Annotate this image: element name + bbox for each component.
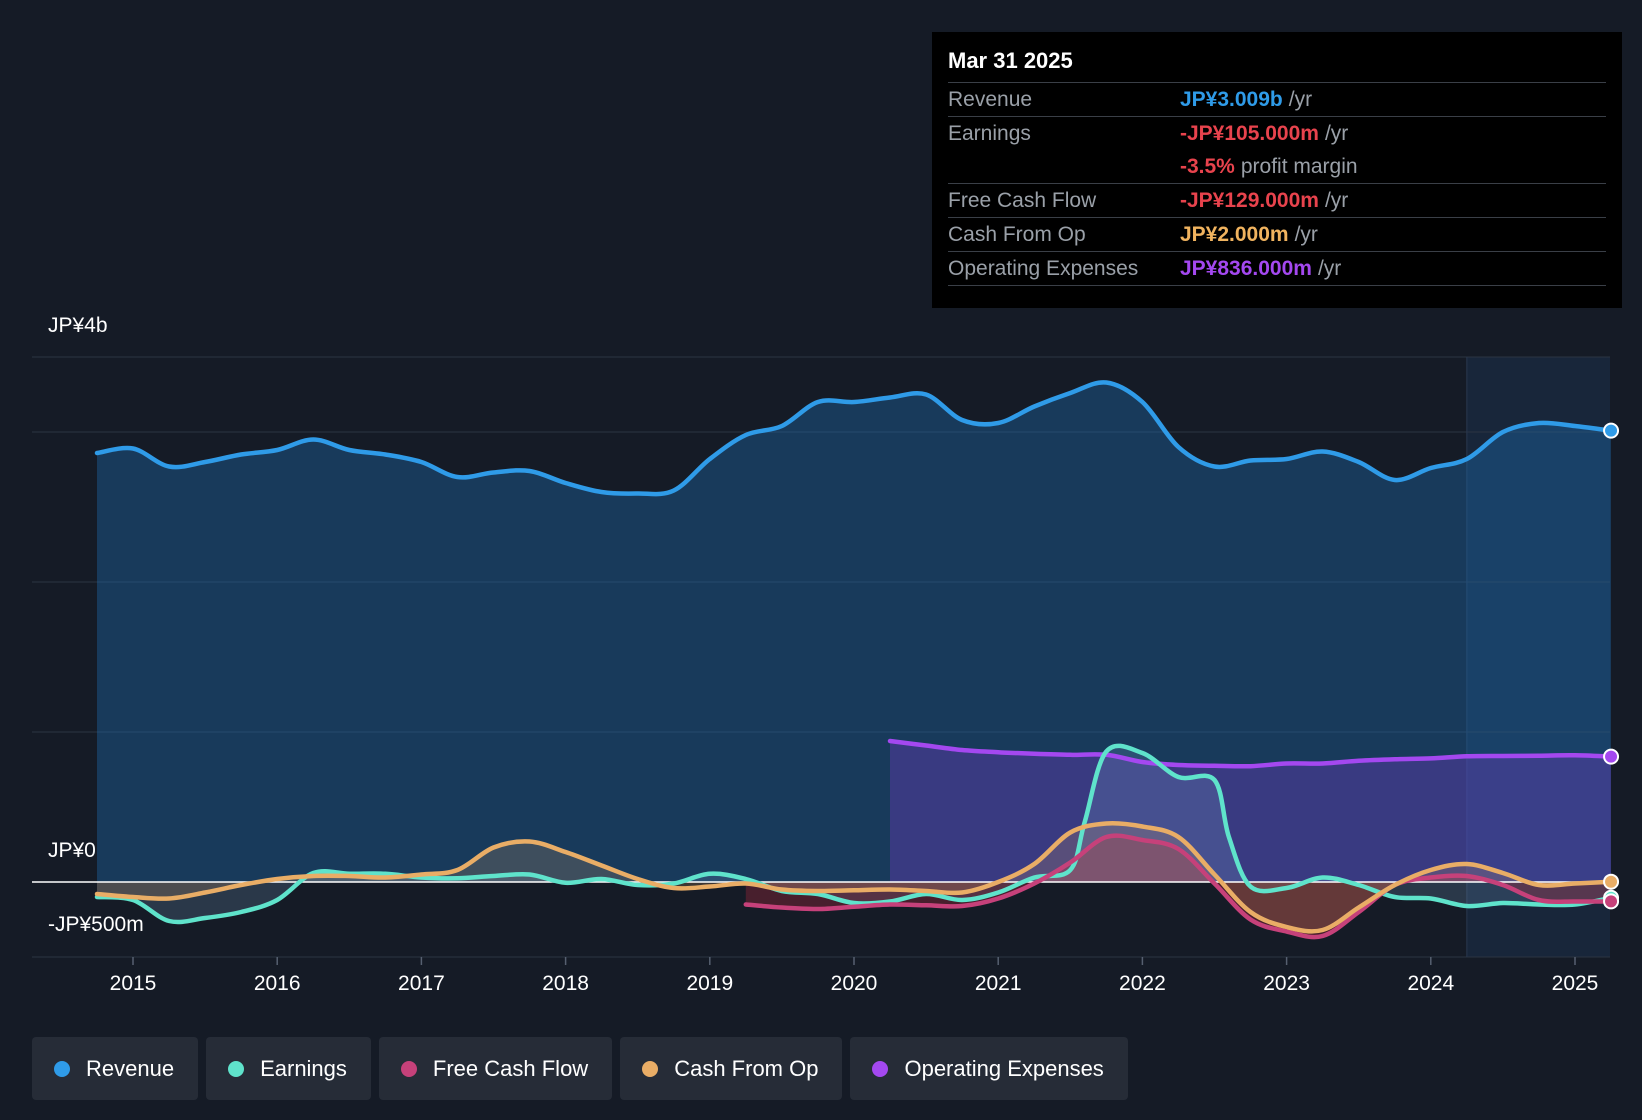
y-tick-label: JP¥0 xyxy=(48,839,96,862)
tooltip-label: Free Cash Flow xyxy=(948,188,1097,212)
legend-label: Operating Expenses xyxy=(904,1055,1104,1081)
tooltip-value: JP¥836.000m xyxy=(1180,256,1312,280)
tooltip-row-earnings: Earnings -JP¥105.000m /yr xyxy=(948,116,1606,150)
x-tick-label: 2020 xyxy=(831,972,878,995)
end-dot-revenue xyxy=(1603,422,1620,439)
tooltip-unit: /yr xyxy=(1317,256,1342,280)
legend-label: Revenue xyxy=(86,1055,175,1081)
legend-label: Cash From Op xyxy=(674,1055,819,1081)
grid-lines xyxy=(32,356,1610,958)
tooltip-date: Mar 31 2025 xyxy=(948,48,1073,73)
legend-item-revenue[interactable]: Revenue xyxy=(32,1037,199,1100)
legend-dot-icon xyxy=(872,1060,889,1077)
x-tick-label: 2015 xyxy=(110,972,157,995)
area-revenue xyxy=(97,382,1611,882)
area-free-cash-flow xyxy=(745,835,1611,938)
x-tick-label: 2025 xyxy=(1552,972,1599,995)
x-tick-label: 2024 xyxy=(1407,972,1454,995)
tooltip-value: JP¥2.000m xyxy=(1180,222,1289,246)
tooltip-label: Cash From Op xyxy=(948,222,1086,246)
legend-item-earnings[interactable]: Earnings xyxy=(206,1037,371,1100)
x-axis-labels: 2015 2016 2017 2018 2019 2020 2021 2022 2023 2024… xyxy=(110,957,1599,995)
line-free-cash-flow xyxy=(743,833,1614,940)
x-tick-label: 2017 xyxy=(398,972,445,995)
area-operating-expenses xyxy=(890,741,1611,882)
legend-item-free-cash-flow[interactable]: Free Cash Flow xyxy=(378,1037,613,1100)
legend-dot-icon xyxy=(228,1060,245,1077)
tooltip-value: JP¥3.009b xyxy=(1180,87,1283,111)
tooltip-panel: Mar 31 2025 Revenue JP¥3.009b /yr Earnin… xyxy=(932,32,1622,308)
x-tick-label: 2019 xyxy=(686,972,733,995)
tooltip-unit: /yr xyxy=(1324,121,1349,145)
tooltip-label: Earnings xyxy=(948,121,1031,145)
tooltip-row-operating-expenses: Operating Expenses JP¥836.000m /yr xyxy=(948,251,1606,286)
series-areas xyxy=(97,382,1611,938)
end-dot-operating-expenses xyxy=(1603,748,1620,765)
legend-item-cash-from-op[interactable]: Cash From Op xyxy=(620,1037,843,1100)
line-earnings xyxy=(94,743,1614,925)
tooltip-label: Operating Expenses xyxy=(948,256,1139,280)
tooltip-unit: /yr xyxy=(1288,87,1313,111)
legend-dot-icon xyxy=(400,1060,417,1077)
x-tick-label: 2022 xyxy=(1119,972,1166,995)
line-revenue xyxy=(94,380,1614,497)
legend: Revenue Earnings Free Cash Flow Cash Fro… xyxy=(32,1037,1128,1100)
legend-item-operating-expenses[interactable]: Operating Expenses xyxy=(850,1037,1128,1100)
tooltip-unit: /yr xyxy=(1294,222,1318,246)
tooltip-unit: /yr xyxy=(1324,188,1349,212)
tooltip-label: Revenue xyxy=(948,87,1033,111)
tooltip-unit: profit margin xyxy=(1240,154,1358,178)
series-lines xyxy=(94,380,1614,940)
line-operating-expenses xyxy=(887,738,1614,769)
y-tick-label: -JP¥500m xyxy=(48,913,144,936)
end-dot-free-cash-flow xyxy=(1603,893,1620,910)
line-cash-from-op xyxy=(94,820,1614,934)
tooltip-row-revenue: Revenue JP¥3.009b /yr xyxy=(948,82,1606,116)
legend-label: Free Cash Flow xyxy=(432,1055,589,1081)
tooltip-row-free-cash-flow: Free Cash Flow -JP¥129.000m /yr xyxy=(948,183,1606,217)
y-axis-labels: JP¥4b JP¥0 -JP¥500m xyxy=(48,314,144,936)
x-tick-label: 2018 xyxy=(542,972,589,995)
tooltip-row-cash-from-op: Cash From Op JP¥2.000m /yr xyxy=(948,217,1606,251)
end-dot-cash-from-op xyxy=(1603,873,1620,890)
x-tick-label: 2021 xyxy=(975,972,1022,995)
legend-label: Earnings xyxy=(260,1055,347,1081)
highlight-region xyxy=(1466,357,1610,957)
legend-dot-icon xyxy=(54,1060,70,1077)
tooltip-value: -JP¥105.000m xyxy=(1180,121,1319,145)
x-tick-label: 2023 xyxy=(1263,972,1310,995)
x-tick-label: 2016 xyxy=(254,972,301,995)
series-end-dots xyxy=(1603,422,1620,910)
tooltip-value: -JP¥129.000m xyxy=(1180,188,1319,212)
legend-dot-icon xyxy=(642,1060,659,1077)
tooltip-row-profit-margin: -3.5% profit margin xyxy=(948,150,1606,183)
tooltip-value: -3.5% xyxy=(1180,154,1235,178)
y-tick-label: JP¥4b xyxy=(48,314,108,337)
